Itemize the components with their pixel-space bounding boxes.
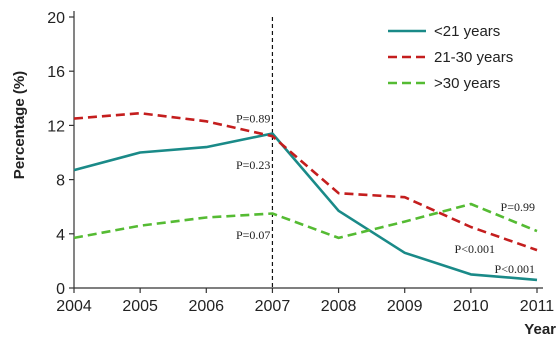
series-layer [73,111,538,282]
p-value-annotation: P<0.001 [495,262,535,276]
y-tick-label: 12 [47,118,65,135]
legend-label-0: <21 years [434,23,500,40]
y-tick-label: 4 [56,227,65,244]
series-line-0 [73,132,538,282]
p-value-annotation: P=0.89 [236,112,270,126]
x-tick-label: 2011 [520,298,555,315]
legend: <21 years 21-30 years >30 years [388,23,513,92]
x-tick-label: 2006 [188,298,224,315]
legend-label-1: 21-30 years [434,49,513,66]
x-tick-label: 2009 [387,298,423,315]
legend-label-2: >30 years [434,75,500,92]
y-tick-label: 16 [47,64,65,81]
x-axis-label: Year [524,321,556,338]
y-tick-label: 20 [47,10,65,27]
y-axis-label: Percentage (%) [11,71,28,179]
x-tick-label: 2008 [321,298,357,315]
x-tick-label: 2007 [255,298,291,315]
x-tick-label: 2005 [122,298,158,315]
x-tick-label: 2010 [453,298,489,315]
x-tick-label: 2004 [56,298,92,315]
series-line-1 [73,111,538,252]
y-tick-label: 8 [56,173,65,190]
series-line-2 [73,202,538,240]
p-value-annotation: P=0.99 [501,200,535,214]
p-value-annotation: P=0.23 [236,158,270,172]
axes: 0 4 8 12 16 20 2004 2005 2006 2007 2008 2009 2010 201… [47,10,554,315]
p-value-annotation: P=0.07 [236,228,270,242]
y-tick-label: 0 [56,281,65,298]
p-value-annotation: P<0.001 [455,242,495,256]
